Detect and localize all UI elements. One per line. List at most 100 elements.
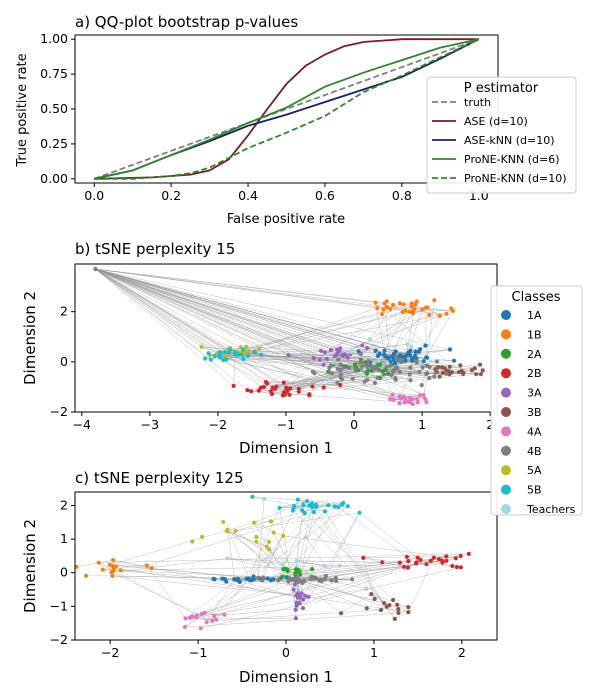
panel-b-point-4B: [434, 359, 440, 364]
panel-b-ytick-label: −2: [50, 404, 68, 419]
panel-c-point-4A: [182, 624, 188, 630]
panel-a-ytick-label: 0.25: [40, 136, 68, 151]
panel-c-point-3A: [293, 607, 298, 612]
panel-b-point-2B: [307, 392, 312, 397]
panel-b-point-4B: [350, 376, 355, 381]
panel-c-marks: [75, 494, 471, 631]
panel-b-edge: [247, 355, 324, 365]
panel-b-point-5A: [244, 349, 249, 354]
panel-c-point-3B: [382, 601, 387, 606]
panel-b-point-1A: [403, 358, 408, 363]
panel-b-edge: [404, 395, 421, 399]
panel-b-point-3B: [433, 367, 438, 372]
panel-a-qq-plot: a) QQ-plot bootstrap p-values 0.0 0.2 0.4 0…: [15, 13, 577, 227]
panel-c-point-4B: [286, 579, 291, 584]
panel-c-edge: [257, 498, 265, 578]
panel-b-point-4B: [312, 371, 317, 376]
panel-b-point-5B: [236, 352, 241, 357]
panel-c-edge: [305, 537, 326, 567]
panel-c-edge: [146, 511, 315, 566]
panel-c-point-5B: [311, 509, 316, 515]
panel-b-point-3A: [360, 343, 365, 348]
panel-b-point-1A: [423, 343, 428, 348]
panel-c-point-2B: [401, 564, 407, 569]
panel-c-point-5B: [304, 499, 310, 504]
panel-c-ylabel: Dimension 2: [21, 519, 39, 613]
panel-b-point-4B: [408, 378, 413, 383]
panel-c-xtick-label: 1: [370, 645, 378, 660]
panel-c-point-2B: [458, 565, 463, 570]
class-label-5B: 5B: [527, 484, 542, 497]
panel-b-point-1B: [400, 309, 405, 315]
panel-b-point-4B: [393, 354, 399, 359]
legend-label-1: ASE (d=10): [464, 115, 528, 128]
panel-b-point-5B: [233, 350, 238, 355]
panel-b-edges: [95, 268, 483, 405]
panel-b-point-4A: [391, 397, 396, 402]
panel-c-point-2A: [280, 574, 285, 579]
class-swatch-5A: [501, 465, 511, 476]
panel-a-legend-title: P estimator: [464, 81, 539, 96]
panel-b-point-4B: [432, 374, 437, 379]
panel-a-ytick-label: 1.00: [40, 31, 68, 46]
legend-label-3: ProNE-KNN (d=6): [464, 153, 560, 166]
panel-b-point-1A: [385, 356, 391, 361]
panel-b-outlier-edge: [95, 268, 399, 361]
panel-c-point-4A: [198, 626, 203, 631]
panel-c-point-Teachers: [364, 586, 369, 591]
panel-b-edge: [233, 354, 236, 386]
panel-b-outlier-edge: [95, 268, 248, 391]
panel-b-point-4A: [407, 395, 412, 400]
panel-c-point-5A: [221, 519, 226, 525]
panel-b-point-3B: [439, 365, 445, 370]
panel-c-point-1A: [211, 576, 216, 582]
panel-c-edge: [234, 579, 298, 598]
panel-c-edge: [76, 559, 114, 568]
panel-b-edge: [340, 314, 430, 365]
panel-b-outlier-edge: [95, 268, 338, 383]
panel-c-point-Teachers: [337, 563, 342, 568]
panel-c-edge: [366, 608, 382, 611]
panel-c-point-4A: [183, 616, 188, 621]
panel-c-point-5A: [267, 539, 272, 545]
panel-b-point-1B: [407, 309, 412, 314]
panel-b-point-3B: [478, 372, 483, 377]
panel-b-point-4B: [433, 370, 438, 375]
panel-c-point-1B: [118, 568, 123, 573]
panel-b-point-1B: [401, 302, 406, 307]
panel-c-edge: [109, 564, 264, 579]
panel-b-point-4A: [397, 394, 402, 399]
class-label-Teachers: Teachers: [526, 503, 576, 516]
panel-c-point-3A: [298, 595, 303, 600]
panel-c-point-4B: [334, 578, 339, 584]
panel-b-point-4B: [408, 365, 413, 370]
classes-legend: Classes 1A 1B 2A 2B 3A 3B 4A 4B 5A 5B Teachers: [490, 285, 583, 516]
panel-b-point-4B: [366, 359, 371, 364]
panel-a-ylabel: True positive rate: [15, 53, 30, 167]
panel-b-point-4A: [397, 401, 402, 406]
panel-b-point-4B: [444, 371, 449, 376]
panel-b-edge: [426, 300, 435, 358]
panel-b-point-2B: [285, 387, 290, 392]
panel-b-point-3B: [477, 362, 483, 367]
panel-b-point-3A: [321, 362, 326, 367]
panel-b-point-2A: [352, 362, 358, 367]
panel-b-point-1A: [413, 349, 418, 354]
panel-c-point-3A: [292, 582, 297, 587]
panel-b-edge: [367, 374, 385, 381]
panel-c-point-3A: [297, 600, 302, 606]
panel-c-point-5B: [301, 502, 306, 507]
panel-c-edge: [204, 612, 225, 616]
panel-c-point-5B: [250, 494, 255, 499]
panel-c-edge: [295, 506, 313, 579]
panel-b-point-1B: [391, 302, 396, 307]
panel-c-point-2B: [406, 559, 411, 564]
panel-b-point-3A: [286, 353, 291, 358]
panel-c-edge: [273, 532, 296, 579]
panel-c-edge: [111, 572, 213, 622]
panel-b-point-1B: [449, 306, 454, 311]
panel-b-outlier-edge: [95, 268, 440, 377]
panel-c-point-5A: [281, 533, 286, 538]
panel-c-point-3A: [291, 587, 296, 592]
